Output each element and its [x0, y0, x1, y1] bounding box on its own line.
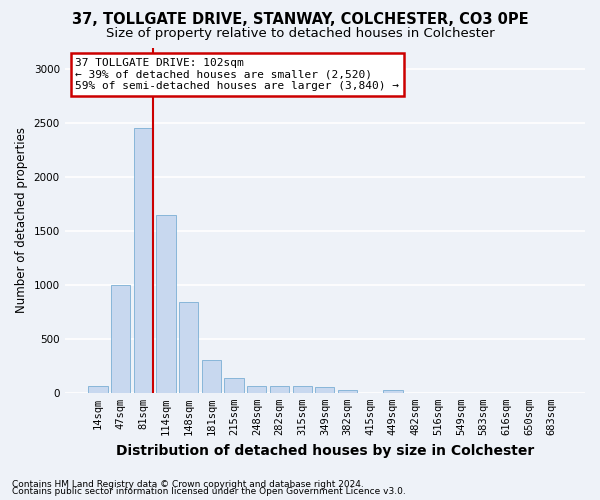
Bar	[111, 285, 130, 393]
Bar	[315, 388, 334, 393]
Bar	[224, 378, 244, 393]
Bar	[383, 390, 403, 393]
Bar	[134, 128, 153, 393]
Text: Size of property relative to detached houses in Colchester: Size of property relative to detached ho…	[106, 28, 494, 40]
Y-axis label: Number of detached properties: Number of detached properties	[15, 127, 28, 313]
Bar	[88, 386, 107, 393]
Bar	[179, 302, 199, 393]
Bar	[202, 360, 221, 393]
Text: Contains HM Land Registry data © Crown copyright and database right 2024.: Contains HM Land Registry data © Crown c…	[12, 480, 364, 489]
Bar	[247, 386, 266, 393]
Text: 37, TOLLGATE DRIVE, STANWAY, COLCHESTER, CO3 0PE: 37, TOLLGATE DRIVE, STANWAY, COLCHESTER,…	[71, 12, 529, 28]
Bar	[157, 215, 176, 393]
X-axis label: Distribution of detached houses by size in Colchester: Distribution of detached houses by size …	[116, 444, 534, 458]
Bar	[338, 390, 357, 393]
Text: Contains public sector information licensed under the Open Government Licence v3: Contains public sector information licen…	[12, 488, 406, 496]
Text: 37 TOLLGATE DRIVE: 102sqm
← 39% of detached houses are smaller (2,520)
59% of se: 37 TOLLGATE DRIVE: 102sqm ← 39% of detac…	[75, 58, 399, 91]
Bar	[270, 386, 289, 393]
Bar	[293, 386, 312, 393]
